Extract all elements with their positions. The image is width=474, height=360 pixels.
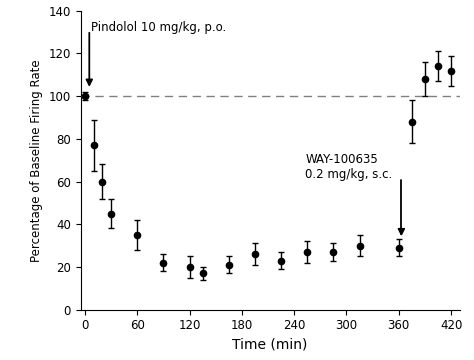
Y-axis label: Percentage of Baseline Firing Rate: Percentage of Baseline Firing Rate [30, 59, 43, 261]
X-axis label: Time (min): Time (min) [232, 338, 308, 352]
Text: WAY-100635
0.2 mg/kg, s.c.: WAY-100635 0.2 mg/kg, s.c. [305, 153, 393, 181]
Text: Pindolol 10 mg/kg, p.o.: Pindolol 10 mg/kg, p.o. [91, 22, 226, 35]
